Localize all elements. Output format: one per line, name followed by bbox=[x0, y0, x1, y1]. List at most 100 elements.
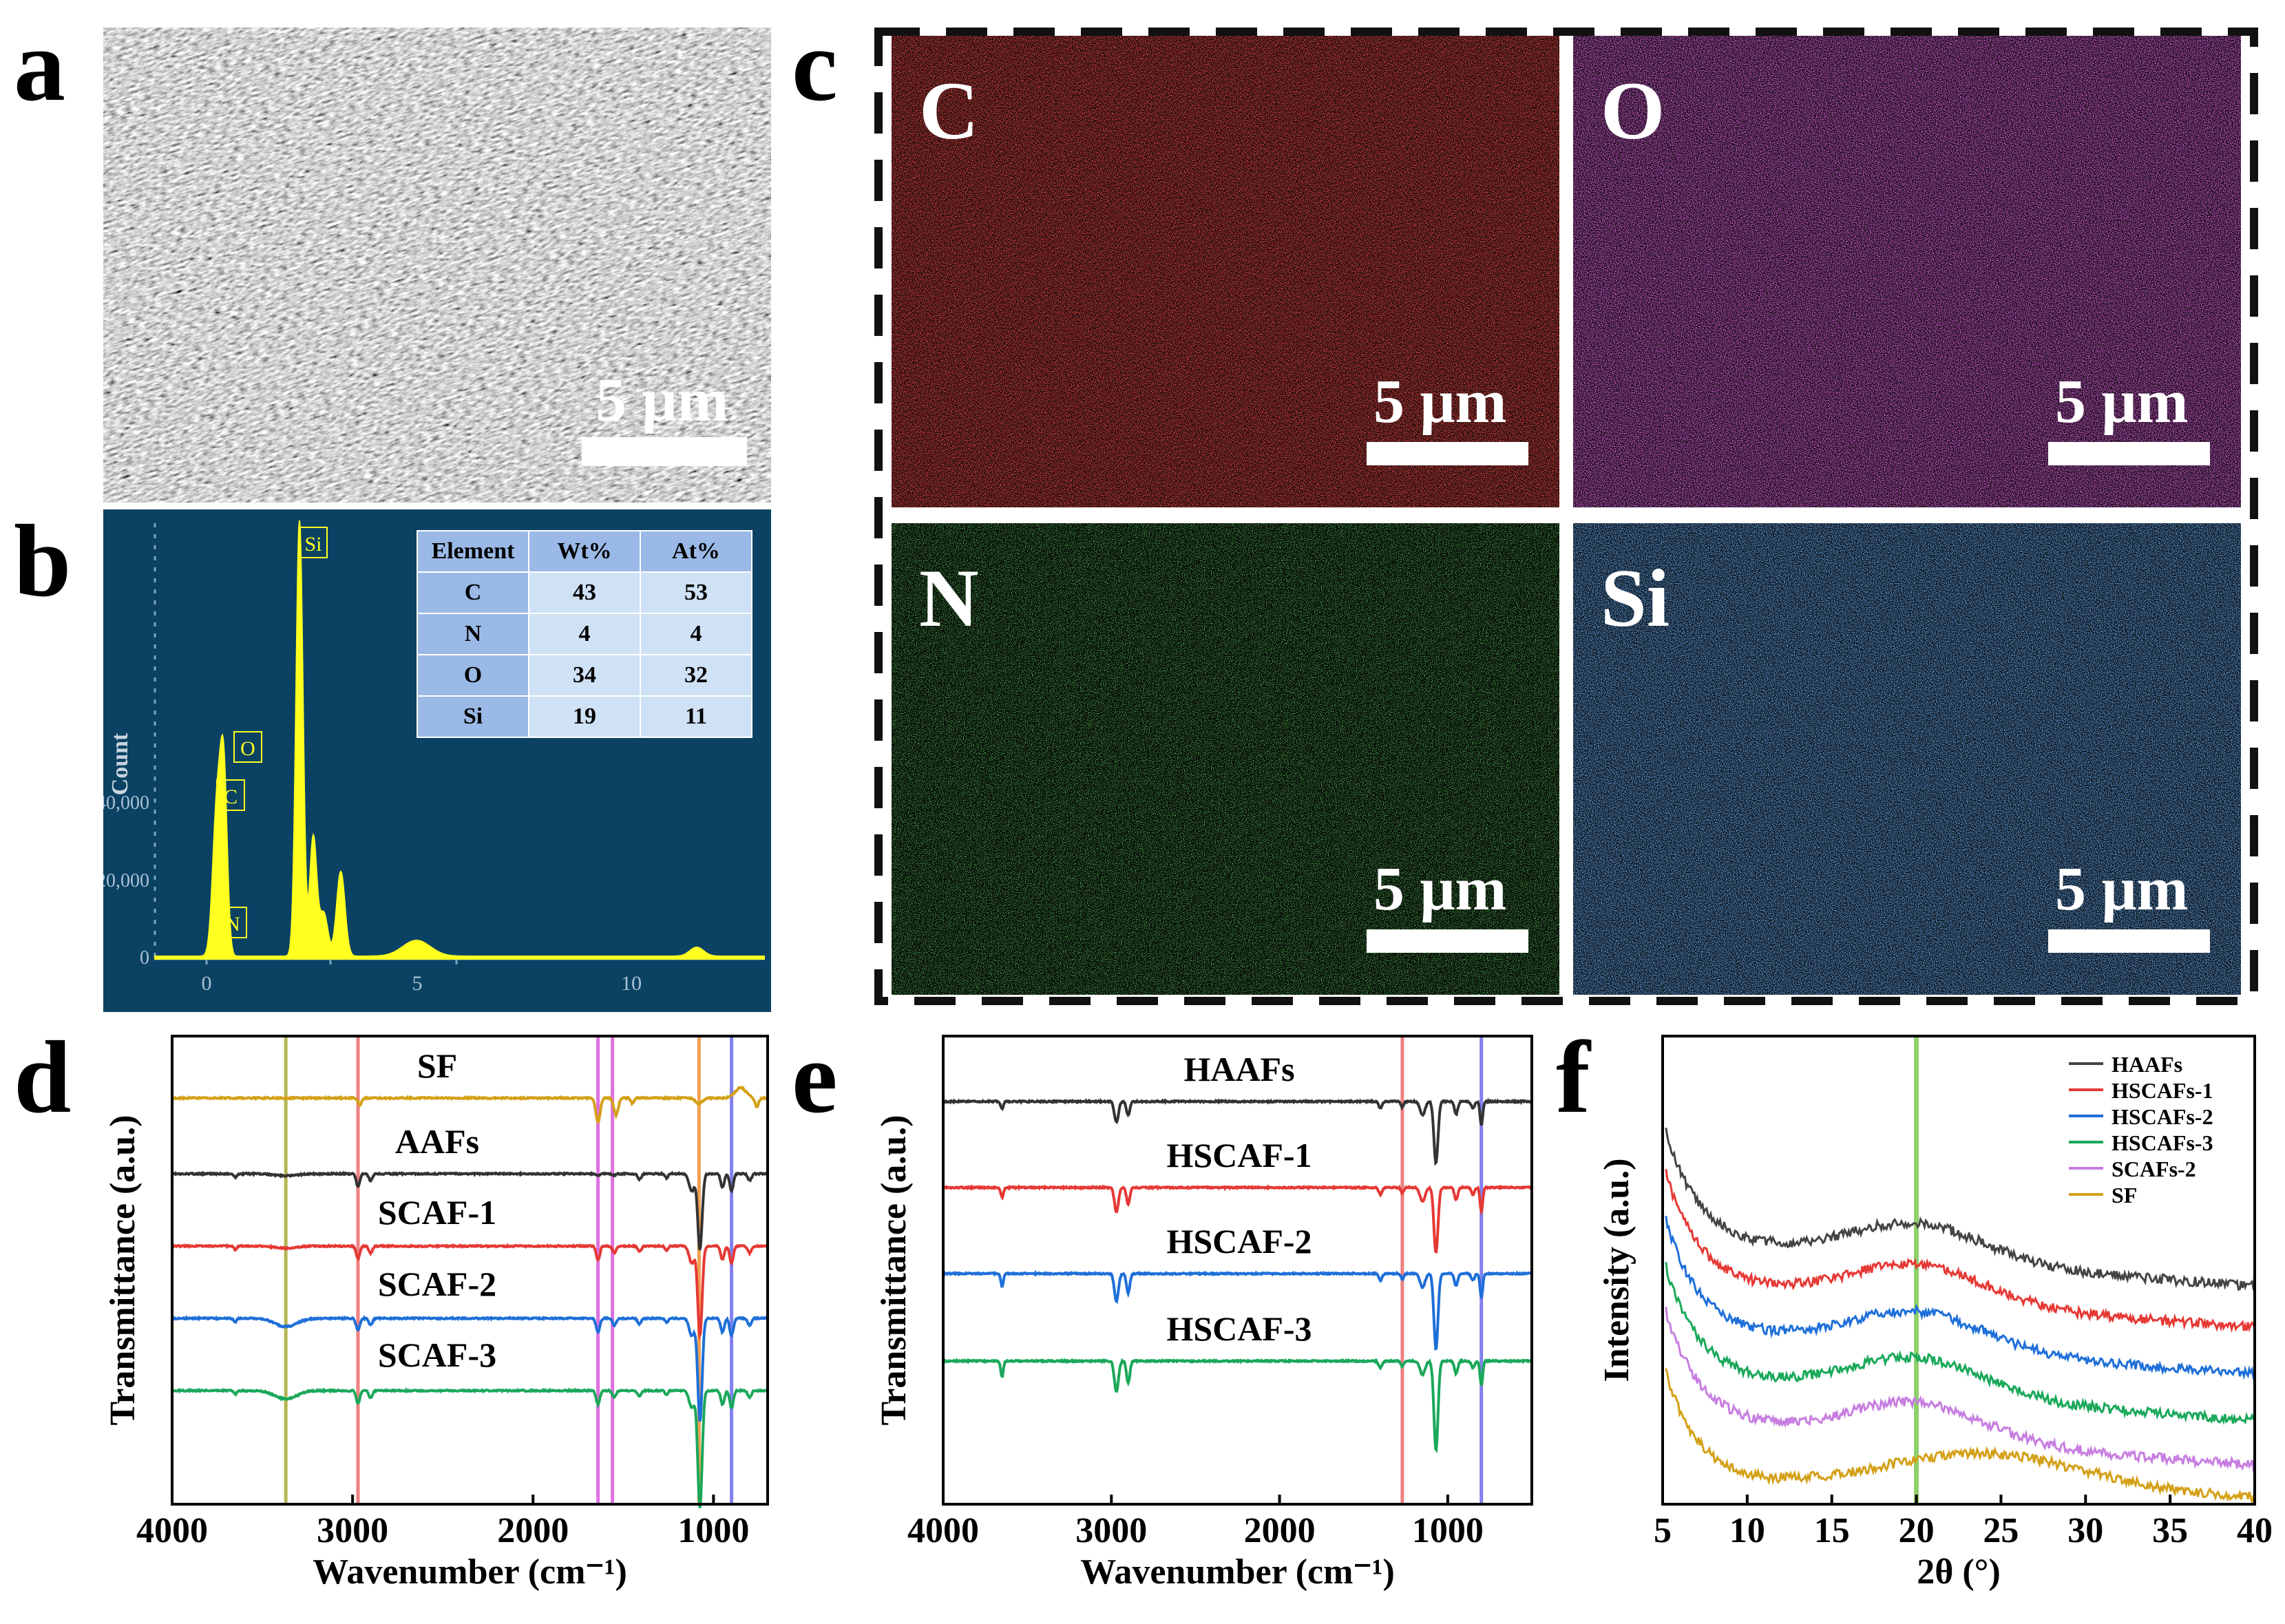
series-line-haafs bbox=[943, 1097, 1533, 1166]
eds-table-row: O 34 32 bbox=[417, 654, 752, 697]
element-map-c: C 5 μm bbox=[892, 36, 1559, 507]
element-map-dots bbox=[1573, 36, 2241, 507]
eds-x-tick: 10 bbox=[621, 972, 642, 995]
x-tick-label: 4000 bbox=[136, 1511, 208, 1550]
panel-letter-c: c bbox=[792, 8, 838, 123]
series-line-sf bbox=[171, 1086, 769, 1125]
scale-bar-label: 5 μm bbox=[1373, 855, 1507, 923]
x-tick-label: 10 bbox=[1729, 1511, 1765, 1550]
series-line-hscafs-2 bbox=[1665, 1216, 2256, 1380]
eds-table-cell: 32 bbox=[640, 654, 752, 697]
eds-table-cell: 43 bbox=[528, 571, 641, 614]
eds-table-cell: 34 bbox=[528, 654, 641, 697]
eds-spectrum-line bbox=[154, 520, 765, 960]
eds-y-label: Count bbox=[107, 732, 133, 795]
eds-table-row: Si 19 11 bbox=[417, 695, 752, 738]
panel-letter-f: f bbox=[1556, 1020, 1590, 1135]
eds-table-cell: 53 bbox=[640, 571, 752, 614]
sem-image: 5 μm bbox=[103, 28, 771, 503]
series-line-scafs-2 bbox=[1665, 1307, 2256, 1473]
x-tick-label: 2000 bbox=[497, 1511, 569, 1550]
series-line-haafs bbox=[1665, 1128, 2256, 1291]
eds-table-cell: O bbox=[417, 654, 529, 697]
legend-label: HAAFs bbox=[2112, 1052, 2182, 1077]
plot-frame bbox=[1661, 1035, 2256, 1506]
eds-peak-label: C bbox=[224, 785, 238, 808]
eds-table-header: Element bbox=[417, 530, 529, 573]
x-tick-label: 1000 bbox=[677, 1511, 749, 1550]
x-tick-label: 30 bbox=[2067, 1511, 2103, 1550]
panel-letter-d: d bbox=[14, 1020, 72, 1135]
eds-peak-label: O bbox=[240, 737, 255, 760]
eds-table-cell: N bbox=[417, 613, 529, 655]
series-line-aafs bbox=[171, 1170, 768, 1251]
y-axis-label: Transmittance (a.u.) bbox=[103, 1115, 143, 1425]
legend-label: HSCAFs-1 bbox=[2112, 1078, 2213, 1103]
x-tick-label: 1000 bbox=[1412, 1511, 1484, 1550]
x-axis-label: 2θ (°) bbox=[1917, 1552, 2001, 1592]
x-tick-label: 4000 bbox=[907, 1511, 979, 1550]
element-map-si: Si 5 μm bbox=[1573, 523, 2241, 995]
xrd-chart-f: HAAFs HSCAFs-1 HSCAFs-2 HSCAFs-3 SCAFs-2 SF 5 1… bbox=[1597, 1019, 2279, 1618]
y-axis-label: Transmittance (a.u.) bbox=[874, 1115, 914, 1425]
scale-bar-label: 5 μm bbox=[2055, 368, 2189, 436]
scale-bar-label: 5 μm bbox=[2055, 855, 2189, 923]
eds-table-cell: 4 bbox=[640, 613, 752, 655]
plot-frame bbox=[942, 1035, 1533, 1506]
element-map-label: N bbox=[919, 552, 979, 644]
plot-frame bbox=[171, 1035, 769, 1506]
eds-table-cell: 4 bbox=[528, 613, 641, 655]
panel-letter-e: e bbox=[792, 1020, 838, 1135]
series-label: SCAF-3 bbox=[378, 1336, 496, 1374]
x-axis-label: Wavenumber (cm⁻¹) bbox=[1080, 1552, 1395, 1592]
scale-bar bbox=[1367, 929, 1528, 953]
eds-y-tick: 0 bbox=[140, 947, 149, 969]
legend-label: HSCAFs-3 bbox=[2112, 1130, 2213, 1155]
eds-peak-label: Si bbox=[304, 533, 322, 556]
element-map-dots bbox=[1573, 523, 2241, 995]
series-label: HSCAF-3 bbox=[1166, 1309, 1312, 1348]
scale-bar bbox=[582, 437, 747, 466]
element-map-n: N 5 μm bbox=[892, 523, 1559, 995]
legend-label: SF bbox=[2112, 1183, 2137, 1208]
element-map-dots bbox=[892, 523, 1559, 995]
panel-letter-b: b bbox=[14, 504, 72, 618]
eds-table-cell: 11 bbox=[640, 695, 752, 738]
element-map-label: Si bbox=[1601, 552, 1670, 644]
series-label: HAAFs bbox=[1183, 1050, 1294, 1088]
x-tick-label: 40 bbox=[2237, 1511, 2273, 1550]
eds-x-tick: 5 bbox=[412, 972, 423, 995]
eds-y-tick: 40,000 bbox=[103, 792, 149, 814]
x-axis-label: Wavenumber (cm⁻¹) bbox=[313, 1552, 627, 1592]
sem-texture bbox=[103, 28, 771, 503]
eds-peak-label: N bbox=[225, 913, 240, 936]
series-label: SCAF-2 bbox=[378, 1265, 496, 1303]
series-line-hscaf-3 bbox=[942, 1358, 1533, 1453]
series-line-scaf-1 bbox=[171, 1243, 768, 1341]
eds-table-cell: Si bbox=[417, 695, 529, 738]
series-line-scaf-3 bbox=[171, 1387, 769, 1508]
eds-table-header: At% bbox=[640, 530, 752, 573]
legend-label: SCAFs-2 bbox=[2112, 1157, 2196, 1181]
eds-table-cell: C bbox=[417, 571, 529, 614]
eds-table-cell: 19 bbox=[528, 695, 641, 738]
eds-table-row: C 43 53 bbox=[417, 571, 752, 614]
series-line-hscafs-3 bbox=[1665, 1262, 2256, 1426]
ftir-chart-e: HAAFs HSCAF-1 HSCAF-2 HSCAF-3 4000 3000 2000 10… bbox=[854, 1019, 1542, 1618]
series-line-hscaf-1 bbox=[942, 1184, 1533, 1254]
scale-bar bbox=[2048, 929, 2210, 953]
legend-label: HSCAFs-2 bbox=[2112, 1104, 2213, 1129]
series-line-sf bbox=[1665, 1368, 2255, 1506]
series-label: HSCAF-2 bbox=[1166, 1222, 1312, 1261]
y-axis-label: Intensity (a.u.) bbox=[1597, 1158, 1636, 1382]
series-line-hscafs-1 bbox=[1665, 1169, 2256, 1333]
scale-bar bbox=[1367, 442, 1528, 465]
series-label: HSCAF-1 bbox=[1166, 1136, 1312, 1174]
eds-table-header: Wt% bbox=[528, 530, 641, 573]
scale-bar-label: 5 μm bbox=[596, 366, 729, 434]
ftir-chart-d: SF AAFs SCAF-1 SCAF-2 SCAF-3 4000 3000 2000 1000… bbox=[76, 1019, 778, 1618]
element-map-o: O 5 μm bbox=[1573, 36, 2241, 507]
element-map-label: C bbox=[919, 65, 979, 156]
